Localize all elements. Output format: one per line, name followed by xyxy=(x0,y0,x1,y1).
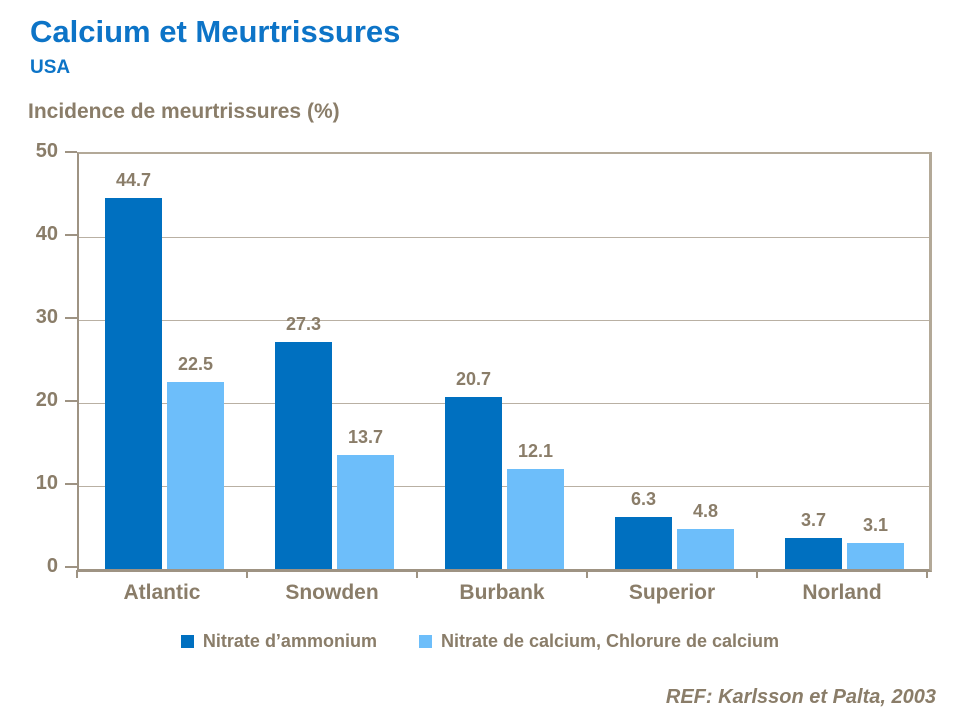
gridline-20 xyxy=(79,403,929,404)
legend-label: Nitrate de calcium, Chlorure de calcium xyxy=(440,631,780,651)
x-tick xyxy=(756,570,758,578)
y-tick-label: 30 xyxy=(35,306,58,328)
y-tick-label: 50 xyxy=(35,140,58,162)
plot-area: 44.7 22.5 27.3 13.7 20.7 12.1 6.3 4.8 3.7 3.1 xyxy=(77,152,932,572)
y-tick xyxy=(65,400,77,402)
gridline-30 xyxy=(79,320,929,321)
chart-title: Calcium et Meurtrissures xyxy=(30,14,401,49)
legend-swatch-icon xyxy=(180,635,194,648)
legend-swatch-icon xyxy=(418,635,432,648)
y-tick xyxy=(65,566,77,568)
chart-subtitle: USA xyxy=(30,57,71,78)
value-label: 6.3 xyxy=(630,488,657,509)
x-tick xyxy=(586,570,588,578)
bar-series2-atlantic xyxy=(167,382,224,569)
legend: Nitrate d’ammonium Nitrate de calcium, Ch… xyxy=(0,631,960,652)
gridline-10 xyxy=(79,486,929,487)
bar-group-norland: 3.7 3.1 xyxy=(759,154,929,569)
bar-series2-superior xyxy=(677,529,734,569)
y-tick-label: 40 xyxy=(35,223,58,245)
value-label: 3.7 xyxy=(800,510,827,531)
gridline-40 xyxy=(79,237,929,238)
value-label: 27.3 xyxy=(285,314,322,335)
value-label: 22.5 xyxy=(177,354,214,375)
y-tick xyxy=(65,483,77,485)
bar-series2-norland xyxy=(847,543,904,569)
y-axis-title: Incidence de meurtrissures (%) xyxy=(28,100,340,123)
y-tick xyxy=(65,234,77,236)
bar-series2-snowden xyxy=(337,455,394,569)
legend-item-series1: Nitrate d’ammonium xyxy=(180,631,377,652)
x-tick xyxy=(926,570,928,578)
value-label: 12.1 xyxy=(517,440,554,461)
y-tick-label: 20 xyxy=(35,389,58,411)
category-label: Norland xyxy=(802,581,882,604)
bar-series1-snowden xyxy=(275,342,332,569)
y-tick xyxy=(65,317,77,319)
bar-series1-norland xyxy=(785,538,842,569)
x-tick xyxy=(416,570,418,578)
value-label: 3.1 xyxy=(862,515,889,536)
bar-group-atlantic: 44.7 22.5 xyxy=(79,154,249,569)
bar-series1-burbank xyxy=(445,397,502,569)
value-label: 13.7 xyxy=(347,427,384,448)
category-label: Superior xyxy=(628,581,716,604)
bar-group-snowden: 27.3 13.7 xyxy=(249,154,419,569)
y-tick-label: 10 xyxy=(35,472,58,494)
legend-item-series2: Nitrate de calcium, Chlorure de calcium xyxy=(418,631,780,652)
y-tick xyxy=(65,151,77,153)
bar-series1-atlantic xyxy=(105,198,162,569)
y-tick-label: 0 xyxy=(46,555,58,577)
x-tick xyxy=(76,570,78,578)
bar-group-superior: 6.3 4.8 xyxy=(589,154,759,569)
category-label: Atlantic xyxy=(123,581,201,604)
bar-series1-superior xyxy=(615,516,672,569)
value-label: 20.7 xyxy=(455,369,492,390)
x-tick xyxy=(246,570,248,578)
category-label: Burbank xyxy=(459,581,545,604)
legend-label: Nitrate d’ammonium xyxy=(202,631,377,651)
value-label: 4.8 xyxy=(692,501,719,522)
bar-series2-burbank xyxy=(507,468,564,569)
bar-group-burbank: 20.7 12.1 xyxy=(419,154,589,569)
value-label: 44.7 xyxy=(115,170,152,190)
category-label: Snowden xyxy=(285,581,379,604)
reference: REF: Karlsson et Palta, 2003 xyxy=(665,686,936,708)
